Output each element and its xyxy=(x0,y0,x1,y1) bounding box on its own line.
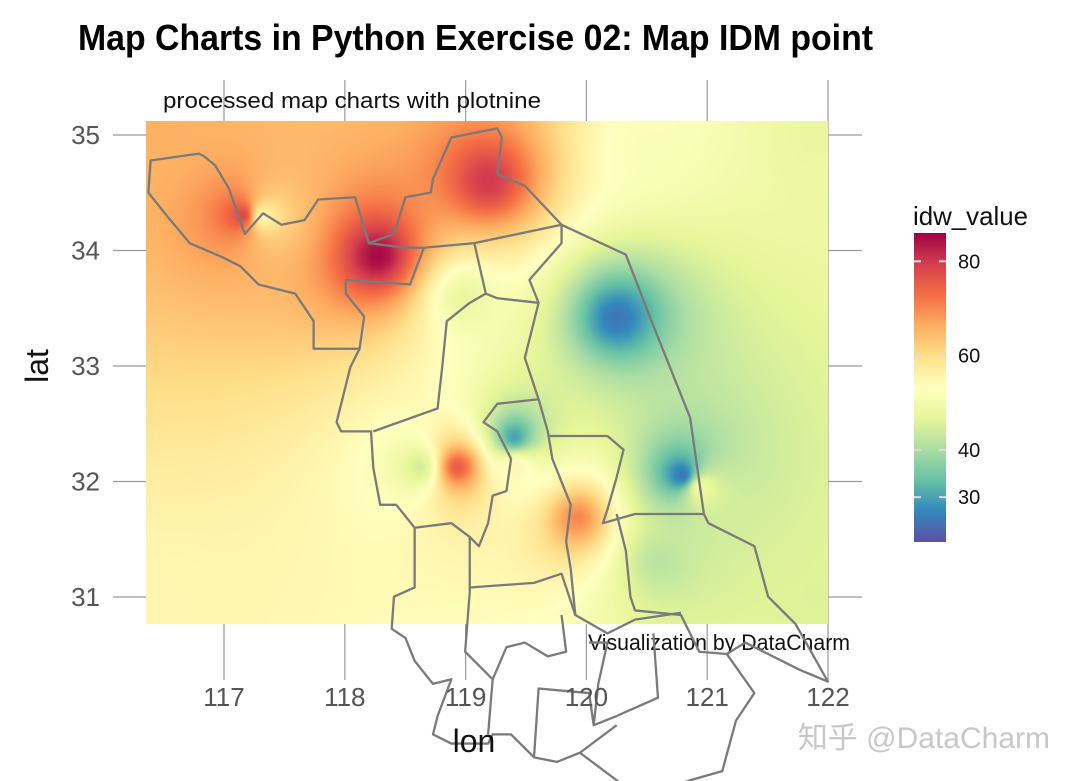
legend-title: idw_value xyxy=(913,201,1028,231)
boundary-yancheng-taizhou xyxy=(547,434,704,525)
idw-point xyxy=(657,558,661,562)
chart-subtitle: processed map charts with plotnine xyxy=(163,88,541,113)
idw-point xyxy=(240,213,244,217)
colorbar-ticks: 30 40 60 80 xyxy=(914,251,980,509)
y-tick-label: 31 xyxy=(71,582,100,612)
idw-point xyxy=(615,315,619,319)
idw-point xyxy=(645,145,649,149)
y-tick-label: 32 xyxy=(71,467,100,497)
watermark: 知乎 @DataCharm xyxy=(798,722,1050,755)
chart-title: Map Charts in Python Exercise 02: Map ID… xyxy=(78,17,873,58)
y-tick-label: 33 xyxy=(71,351,100,381)
x-tick-label: 117 xyxy=(203,682,244,712)
x-tick-label: 119 xyxy=(445,682,486,712)
province-boundaries xyxy=(147,127,829,781)
y-tick-label: 35 xyxy=(71,120,100,150)
x-tick-label: 120 xyxy=(565,682,608,712)
idw-point xyxy=(512,434,516,438)
x-axis-label: lon xyxy=(453,723,496,759)
colorbar xyxy=(914,233,946,542)
boundary-zhenjiang-changzhou xyxy=(491,614,609,726)
idw-point xyxy=(680,473,684,477)
boundary-nanjing-zhenjiang xyxy=(463,536,494,735)
boundary-suqian-huaian xyxy=(372,241,487,433)
idw-point xyxy=(814,133,818,137)
idw-point xyxy=(455,464,459,468)
boundary-yangzhou-taizhou xyxy=(537,398,577,616)
x-tick-label: 122 xyxy=(806,682,849,712)
colorbar-tick-label: 30 xyxy=(958,487,980,509)
idw-point xyxy=(461,295,465,299)
y-axis-label: lat xyxy=(19,349,55,383)
x-tick-label: 118 xyxy=(324,682,365,712)
y-tick-label: 34 xyxy=(71,236,100,266)
idw-point xyxy=(162,133,166,137)
colorbar-tick-label: 60 xyxy=(958,346,980,368)
colorbar-tick-label: 40 xyxy=(958,440,980,462)
colorbar-tick-label: 80 xyxy=(958,251,980,273)
idw-point xyxy=(375,253,379,257)
colorbar-legend: idw_value 30 40 60 80 xyxy=(913,201,1028,542)
boundary-huaian-yangzhou xyxy=(414,398,539,548)
boundary-xuzhou-suqian xyxy=(344,242,425,349)
idw-point xyxy=(575,515,579,519)
outer-boundary xyxy=(147,127,829,781)
boundary-taizhou-nantong xyxy=(615,513,727,656)
y-axis: 31 32 33 34 35 xyxy=(71,120,100,612)
boundary-yangtze xyxy=(469,572,682,635)
boundary-lianyungang xyxy=(474,223,563,400)
idw-point xyxy=(418,464,422,468)
x-tick-label: 121 xyxy=(686,682,729,712)
idw-point xyxy=(514,464,518,468)
x-axis: 117 118 119 120 121 122 xyxy=(203,682,849,712)
idw-point xyxy=(162,595,166,599)
boundary-changzhou-wuxi-suzhou xyxy=(532,633,660,758)
idw-point xyxy=(485,178,489,182)
idw-raster xyxy=(146,121,828,624)
idw-point xyxy=(814,595,818,599)
boundary-huaian-yancheng xyxy=(485,292,539,304)
